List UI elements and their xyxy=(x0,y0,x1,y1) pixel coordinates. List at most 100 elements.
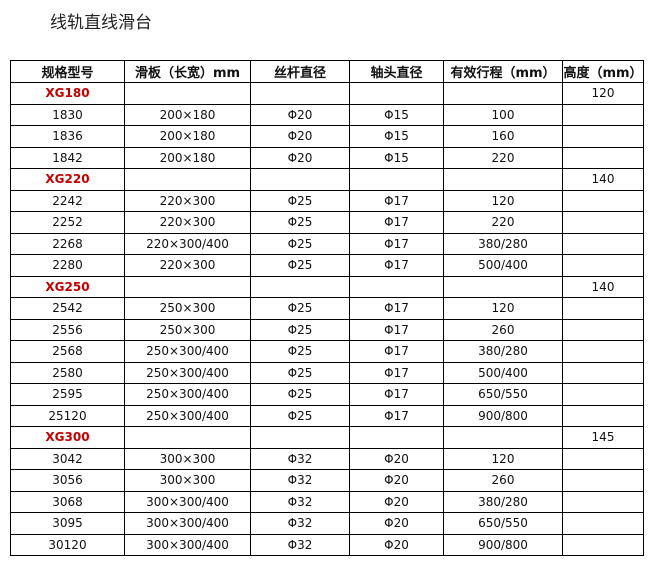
cell-shaft-diameter: Φ17 xyxy=(349,189,444,212)
cell-model: 30120 xyxy=(10,533,125,556)
cell-model: 2252 xyxy=(10,211,125,234)
column-header-shaft-diameter: 轴头直径 xyxy=(349,60,444,83)
cell-stroke xyxy=(443,426,563,449)
cell-screw-diameter: Φ32 xyxy=(250,533,350,556)
cell-model: 1830 xyxy=(10,103,125,126)
cell-stroke: 260 xyxy=(443,318,563,341)
cell-slide-size: 200×180 xyxy=(124,146,251,169)
cell-screw-diameter: Φ25 xyxy=(250,361,350,384)
cell-height xyxy=(562,340,644,363)
table-row: 3056 300×300 Φ32 Φ20 260 xyxy=(10,469,644,492)
cell-slide-size: 250×300/400 xyxy=(124,361,251,384)
product-spec-table: 规格型号 滑板（长宽）mm 丝杆直径 轴头直径 有效行程（mm） 高度（mm） XG180… xyxy=(10,60,644,556)
cell-screw-diameter xyxy=(250,82,350,105)
table-row: 2280 220×300 Φ25 Φ17 500/400 xyxy=(10,254,644,277)
cell-model: 1836 xyxy=(10,125,125,148)
cell-model: 3056 xyxy=(10,469,125,492)
cell-shaft-diameter: Φ17 xyxy=(349,383,444,406)
cell-screw-diameter: Φ25 xyxy=(250,297,350,320)
cell-screw-diameter: Φ32 xyxy=(250,512,350,535)
cell-height xyxy=(562,189,644,212)
cell-shaft-diameter: Φ20 xyxy=(349,512,444,535)
table-row: 3042 300×300 Φ32 Φ20 120 xyxy=(10,447,644,470)
cell-slide-size: 200×180 xyxy=(124,103,251,126)
cell-stroke: 380/280 xyxy=(443,232,563,255)
cell-model: 2280 xyxy=(10,254,125,277)
cell-shaft-diameter xyxy=(349,168,444,191)
cell-height xyxy=(562,146,644,169)
cell-screw-diameter: Φ32 xyxy=(250,469,350,492)
cell-screw-diameter: Φ25 xyxy=(250,211,350,234)
cell-model: 2242 xyxy=(10,189,125,212)
cell-screw-diameter xyxy=(250,426,350,449)
cell-slide-size xyxy=(124,168,251,191)
cell-height xyxy=(562,297,644,320)
cell-slide-size: 220×300 xyxy=(124,211,251,234)
cell-height: 120 xyxy=(562,82,644,105)
page-title: 线轨直线滑台 xyxy=(50,13,152,33)
cell-stroke: 220 xyxy=(443,211,563,234)
cell-shaft-diameter: Φ20 xyxy=(349,533,444,556)
cell-stroke: 380/280 xyxy=(443,340,563,363)
cell-slide-size: 250×300/400 xyxy=(124,340,251,363)
cell-height xyxy=(562,533,644,556)
table-row: 30120 300×300/400 Φ32 Φ20 900/800 xyxy=(10,533,644,556)
column-header-stroke: 有效行程（mm） xyxy=(443,60,563,83)
cell-stroke xyxy=(443,275,563,298)
cell-shaft-diameter: Φ20 xyxy=(349,490,444,513)
table-row: 1842 200×180 Φ20 Φ15 220 xyxy=(10,146,644,169)
cell-model: XG250 xyxy=(10,275,125,298)
table-header-row: 规格型号 滑板（长宽）mm 丝杆直径 轴头直径 有效行程（mm） 高度（mm） xyxy=(10,60,644,83)
cell-slide-size: 300×300 xyxy=(124,469,251,492)
cell-height: 140 xyxy=(562,168,644,191)
cell-shaft-diameter: Φ20 xyxy=(349,469,444,492)
cell-stroke: 380/280 xyxy=(443,490,563,513)
table-row: 2542 250×300 Φ25 Φ17 120 xyxy=(10,297,644,320)
table-row: 3068 300×300/400 Φ32 Φ20 380/280 xyxy=(10,490,644,513)
cell-stroke: 260 xyxy=(443,469,563,492)
cell-screw-diameter: Φ32 xyxy=(250,447,350,470)
table-row: 3095 300×300/400 Φ32 Φ20 650/550 xyxy=(10,512,644,535)
cell-screw-diameter: Φ25 xyxy=(250,404,350,427)
cell-slide-size: 250×300/400 xyxy=(124,404,251,427)
cell-stroke: 900/800 xyxy=(443,404,563,427)
cell-model: 2556 xyxy=(10,318,125,341)
cell-shaft-diameter: Φ17 xyxy=(349,211,444,234)
cell-shaft-diameter: Φ17 xyxy=(349,297,444,320)
cell-shaft-diameter xyxy=(349,82,444,105)
cell-shaft-diameter: Φ15 xyxy=(349,146,444,169)
cell-height xyxy=(562,512,644,535)
cell-height xyxy=(562,232,644,255)
cell-shaft-diameter: Φ15 xyxy=(349,125,444,148)
cell-height xyxy=(562,361,644,384)
cell-slide-size: 250×300 xyxy=(124,297,251,320)
cell-slide-size: 300×300/400 xyxy=(124,533,251,556)
table-row: 25120 250×300/400 Φ25 Φ17 900/800 xyxy=(10,404,644,427)
cell-model: 3068 xyxy=(10,490,125,513)
cell-model: 2568 xyxy=(10,340,125,363)
cell-slide-size: 300×300/400 xyxy=(124,490,251,513)
cell-height xyxy=(562,125,644,148)
cell-height: 140 xyxy=(562,275,644,298)
cell-screw-diameter: Φ20 xyxy=(250,146,350,169)
cell-screw-diameter: Φ20 xyxy=(250,125,350,148)
cell-shaft-diameter: Φ17 xyxy=(349,404,444,427)
cell-shaft-diameter: Φ17 xyxy=(349,232,444,255)
cell-height xyxy=(562,383,644,406)
cell-model: XG220 xyxy=(10,168,125,191)
cell-stroke: 160 xyxy=(443,125,563,148)
group-row: XG250 140 xyxy=(10,275,644,298)
cell-stroke: 900/800 xyxy=(443,533,563,556)
table-row: 1836 200×180 Φ20 Φ15 160 xyxy=(10,125,644,148)
cell-screw-diameter: Φ25 xyxy=(250,383,350,406)
cell-screw-diameter: Φ25 xyxy=(250,232,350,255)
cell-height xyxy=(562,103,644,126)
column-header-height: 高度（mm） xyxy=(562,60,644,83)
cell-shaft-diameter: Φ17 xyxy=(349,254,444,277)
cell-height xyxy=(562,469,644,492)
cell-height xyxy=(562,211,644,234)
cell-height xyxy=(562,490,644,513)
cell-slide-size xyxy=(124,82,251,105)
cell-stroke xyxy=(443,168,563,191)
group-row: XG220 140 xyxy=(10,168,644,191)
